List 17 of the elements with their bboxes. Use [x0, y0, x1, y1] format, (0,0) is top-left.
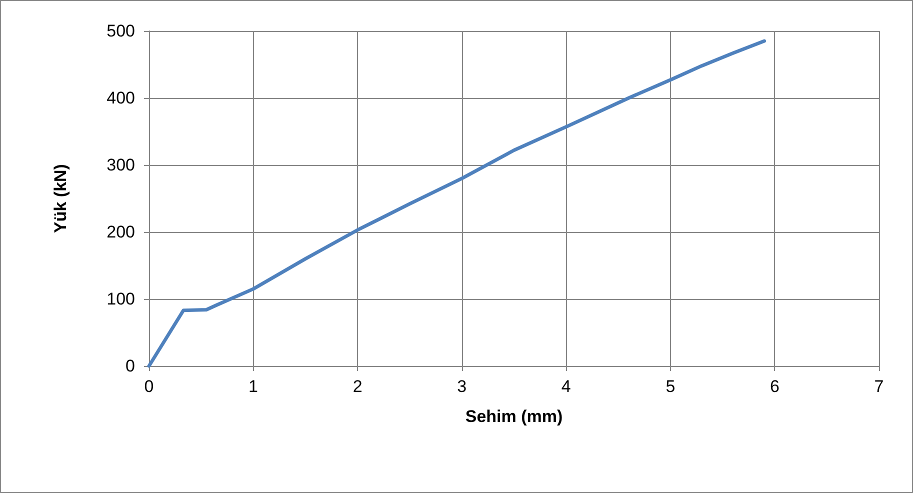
x-tick-label: 7 — [874, 377, 884, 396]
x-tick-label: 2 — [352, 377, 362, 396]
line-series — [147, 39, 766, 368]
x-tick-label: 4 — [561, 377, 571, 396]
y-axis-title: Yük (kN) — [51, 164, 70, 233]
y-tick-label: 400 — [106, 88, 135, 108]
x-tick-label: 5 — [666, 377, 676, 396]
y-tick-label: 200 — [106, 222, 135, 242]
y-tick-label: 100 — [106, 290, 135, 308]
y-tick-label: 300 — [106, 156, 135, 174]
x-tick-label: 0 — [144, 377, 154, 396]
y-tick-label: 500 — [106, 22, 135, 40]
x-tick-label: 6 — [770, 377, 780, 396]
x-axis-title: Sehim (mm) — [465, 407, 563, 426]
x-tick-label: 3 — [457, 377, 467, 396]
x-tick-label: 1 — [248, 377, 258, 396]
y-tick-label: 0 — [126, 356, 135, 376]
